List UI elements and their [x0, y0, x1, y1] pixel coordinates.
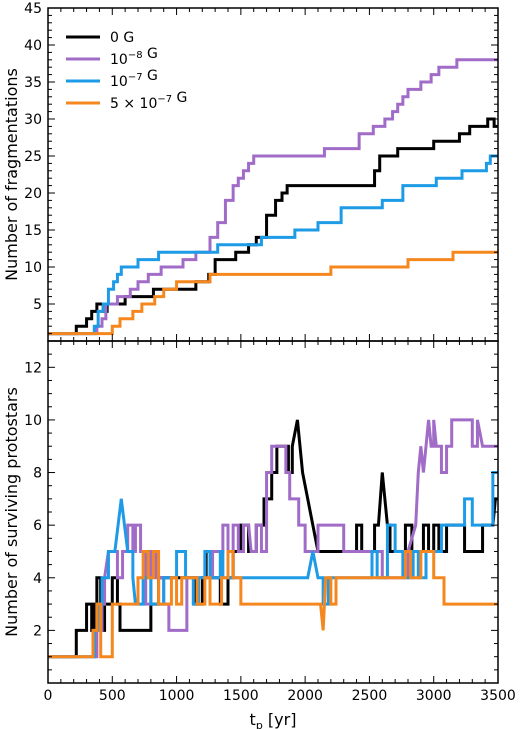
y-axis-label: Number of surviving protostars	[2, 387, 21, 637]
series-line	[48, 549, 498, 659]
series-group	[48, 58, 498, 336]
y-tick-label: 10	[24, 260, 42, 276]
y-tick-label: 20	[24, 186, 42, 202]
series-line	[48, 117, 498, 336]
series-line	[48, 154, 498, 336]
y-tick-label: 30	[24, 112, 42, 128]
series-line	[48, 419, 498, 659]
series-line	[48, 471, 498, 659]
series-group	[48, 418, 498, 659]
series-line	[48, 58, 498, 336]
y-tick-label: 40	[24, 38, 42, 54]
y-tick-label: 10	[24, 413, 42, 429]
x-tick-label: 3500	[480, 688, 516, 704]
y-tick-label: 2	[33, 623, 42, 639]
axes-frame	[47, 340, 499, 684]
x-tick-label: 1000	[159, 688, 195, 704]
x-tick-label: 2500	[352, 688, 388, 704]
legend-label: 10−7 G	[110, 68, 158, 90]
x-tick-label: 0	[44, 688, 53, 704]
series-line	[48, 250, 498, 336]
y-tick-label: 4	[33, 571, 42, 587]
y-tick-label: 12	[24, 360, 42, 376]
y-tick-label: 6	[33, 518, 42, 534]
y-tick-label: 35	[24, 75, 42, 91]
y-tick-label: 5	[33, 297, 42, 313]
y-tick-label: 8	[33, 466, 42, 482]
y-axis-label: Number of fragmentations	[2, 68, 21, 281]
x-tick-label: 2000	[287, 688, 323, 704]
x-axis-label: tp [yr]	[250, 710, 297, 729]
y-tick-label: 15	[24, 223, 42, 239]
panel-top: 5 10 15 20 25 30 35 40 45 Number of fragmentation…	[2, 1, 499, 342]
y-tick-label: 25	[24, 149, 42, 165]
y-tick-label: 45	[24, 1, 42, 17]
legend-label: 10−8 G	[110, 46, 158, 68]
x-tick-label: 500	[99, 688, 126, 704]
x-tick-label: 3000	[416, 688, 452, 704]
x-tick-label: 1500	[223, 688, 259, 704]
legend-label: 5 × 10−7 G	[110, 90, 187, 112]
legend: 0 G10−8 G10−7 G5 × 10−7 G	[66, 30, 187, 112]
legend-label: 0 G	[110, 30, 134, 46]
